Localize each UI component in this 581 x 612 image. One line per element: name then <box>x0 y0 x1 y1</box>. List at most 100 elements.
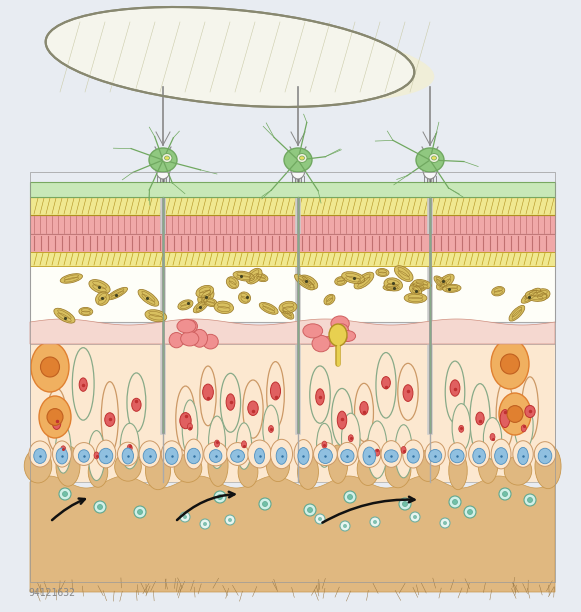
Ellipse shape <box>145 452 171 490</box>
Ellipse shape <box>410 285 422 296</box>
Ellipse shape <box>450 380 460 396</box>
Ellipse shape <box>476 412 484 425</box>
Ellipse shape <box>268 425 274 433</box>
Ellipse shape <box>101 382 119 453</box>
Ellipse shape <box>401 447 406 453</box>
Ellipse shape <box>78 450 89 462</box>
Bar <box>430 234 555 322</box>
Ellipse shape <box>535 444 561 488</box>
Ellipse shape <box>500 409 510 428</box>
Ellipse shape <box>180 412 191 429</box>
Ellipse shape <box>297 154 307 163</box>
Ellipse shape <box>375 449 380 456</box>
Ellipse shape <box>478 445 498 483</box>
Ellipse shape <box>284 148 312 172</box>
Ellipse shape <box>440 518 450 528</box>
Ellipse shape <box>226 394 235 410</box>
Ellipse shape <box>394 266 413 282</box>
Ellipse shape <box>72 348 94 420</box>
Ellipse shape <box>24 449 52 483</box>
Ellipse shape <box>468 510 472 515</box>
Ellipse shape <box>192 329 207 347</box>
Ellipse shape <box>60 274 83 283</box>
Ellipse shape <box>317 424 332 467</box>
Ellipse shape <box>208 444 228 487</box>
Ellipse shape <box>88 457 108 487</box>
Ellipse shape <box>132 398 141 411</box>
Ellipse shape <box>214 301 234 313</box>
Ellipse shape <box>46 7 414 107</box>
Ellipse shape <box>203 384 213 400</box>
Ellipse shape <box>399 498 411 510</box>
Ellipse shape <box>535 442 555 466</box>
Ellipse shape <box>94 501 106 513</box>
Ellipse shape <box>407 449 419 463</box>
Ellipse shape <box>449 496 461 508</box>
Ellipse shape <box>528 498 533 502</box>
Ellipse shape <box>384 278 403 291</box>
Ellipse shape <box>492 286 505 296</box>
Ellipse shape <box>376 269 389 277</box>
Ellipse shape <box>209 450 222 463</box>
Ellipse shape <box>295 274 314 290</box>
Ellipse shape <box>448 442 467 465</box>
Ellipse shape <box>303 324 322 338</box>
Ellipse shape <box>254 448 264 464</box>
Ellipse shape <box>342 413 360 463</box>
Ellipse shape <box>127 373 146 432</box>
Ellipse shape <box>470 384 490 454</box>
Ellipse shape <box>248 440 271 468</box>
Ellipse shape <box>231 450 245 462</box>
Ellipse shape <box>214 491 226 503</box>
Ellipse shape <box>500 354 519 374</box>
Ellipse shape <box>347 494 353 499</box>
Ellipse shape <box>322 441 327 448</box>
Ellipse shape <box>310 366 330 424</box>
Ellipse shape <box>373 520 377 524</box>
Ellipse shape <box>312 335 330 352</box>
Ellipse shape <box>99 448 113 464</box>
Ellipse shape <box>61 446 66 453</box>
Ellipse shape <box>184 439 203 469</box>
Ellipse shape <box>54 308 75 323</box>
Ellipse shape <box>513 441 533 468</box>
Ellipse shape <box>196 285 213 297</box>
Ellipse shape <box>248 401 258 416</box>
Ellipse shape <box>509 305 525 321</box>
Ellipse shape <box>342 272 365 283</box>
Ellipse shape <box>344 491 356 503</box>
Ellipse shape <box>85 21 435 102</box>
Ellipse shape <box>203 334 218 349</box>
Ellipse shape <box>162 154 172 163</box>
Ellipse shape <box>227 442 249 465</box>
Ellipse shape <box>242 441 246 448</box>
Ellipse shape <box>149 148 177 172</box>
Ellipse shape <box>459 425 464 432</box>
Ellipse shape <box>299 275 318 289</box>
Ellipse shape <box>47 409 63 425</box>
Ellipse shape <box>491 439 511 469</box>
Bar <box>163 234 298 322</box>
Ellipse shape <box>259 302 278 315</box>
Ellipse shape <box>383 283 401 291</box>
Bar <box>30 234 163 322</box>
Ellipse shape <box>34 449 46 463</box>
Ellipse shape <box>182 400 198 457</box>
Ellipse shape <box>385 450 398 462</box>
Ellipse shape <box>174 454 202 482</box>
Ellipse shape <box>59 488 71 500</box>
Ellipse shape <box>233 271 254 281</box>
Ellipse shape <box>52 441 71 467</box>
Ellipse shape <box>46 388 67 452</box>
Ellipse shape <box>117 442 138 466</box>
Ellipse shape <box>214 440 220 447</box>
Ellipse shape <box>453 499 457 504</box>
Bar <box>30 215 555 234</box>
Ellipse shape <box>89 280 110 294</box>
Ellipse shape <box>271 439 292 469</box>
Ellipse shape <box>473 448 486 464</box>
Ellipse shape <box>31 342 69 392</box>
Ellipse shape <box>56 424 71 473</box>
Ellipse shape <box>188 423 192 430</box>
Ellipse shape <box>138 510 142 515</box>
